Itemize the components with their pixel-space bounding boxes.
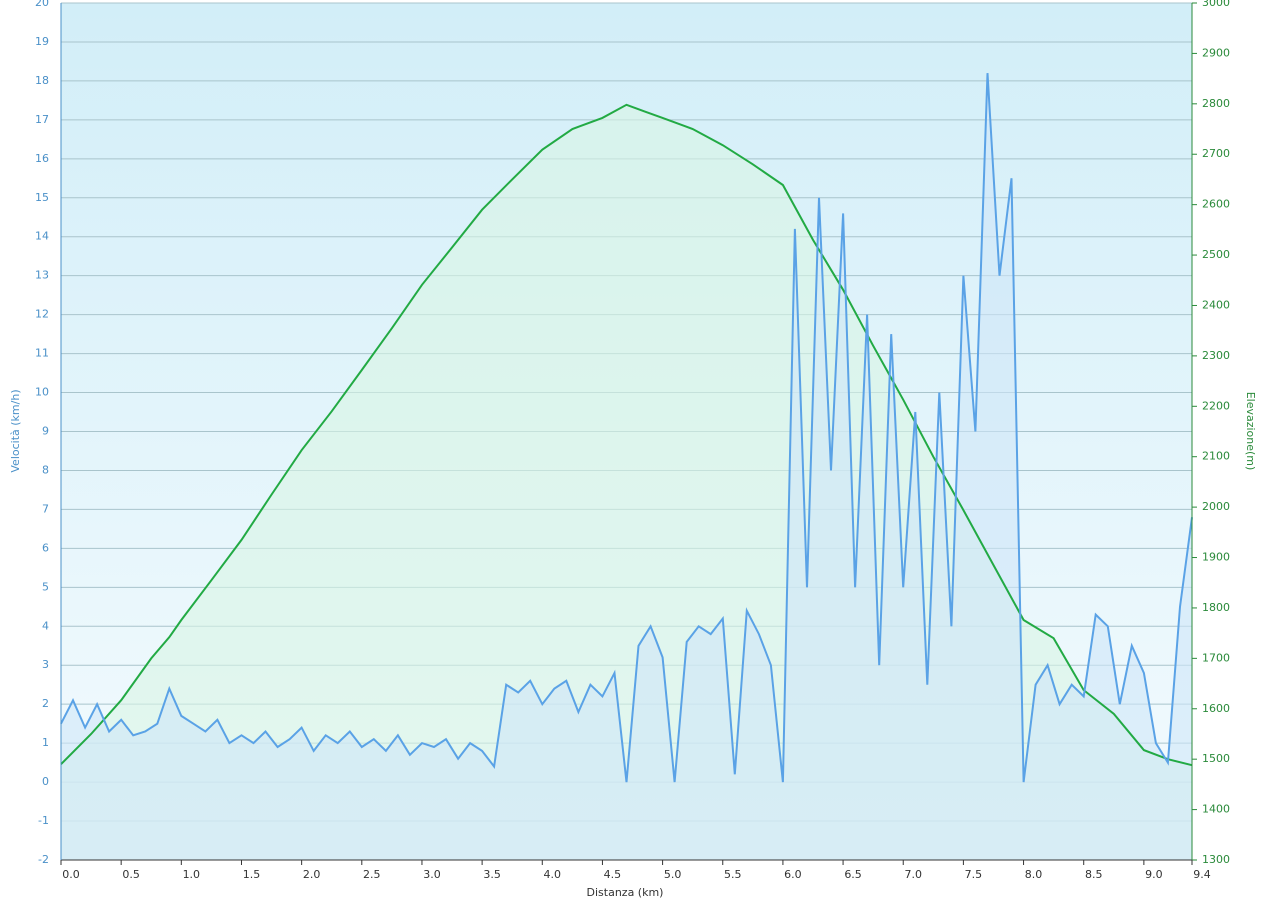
x-tick-label: 2.0 (303, 868, 321, 881)
y2-tick-label: 1400 (1202, 803, 1230, 816)
x-tick-label: 0.5 (122, 868, 140, 881)
y-tick-label: 4 (42, 619, 49, 632)
x-tick-label: 2.5 (363, 868, 381, 881)
y2-tick-label: 2300 (1202, 349, 1230, 362)
y-tick-label: -2 (38, 853, 49, 866)
x-tick-label: 4.5 (604, 868, 622, 881)
series-line (60, 103, 1193, 767)
x-tick-label: 7.5 (965, 868, 983, 881)
y-tick-label: 17 (35, 113, 49, 126)
y2-tick-label: 1500 (1202, 752, 1230, 765)
y2-tick-label: 1600 (1202, 702, 1230, 715)
y-tick-label: 14 (35, 230, 49, 243)
y-tick-label: 2 (42, 697, 49, 710)
y-tick-label: 15 (35, 191, 49, 204)
x-tick-label: 9.0 (1145, 868, 1163, 881)
y-tick-label: 3 (42, 658, 49, 671)
y2-tick-label: 1800 (1202, 601, 1230, 614)
y2-tick-label: 2100 (1202, 450, 1230, 463)
y-tick-label: 19 (35, 35, 49, 48)
y-tick-label: 0 (42, 775, 49, 788)
y2-tick-label: 2200 (1202, 399, 1230, 412)
y-tick-label: 9 (42, 425, 49, 438)
x-tick-label: 7.0 (904, 868, 922, 881)
y-tick-label: 7 (42, 502, 49, 515)
y-tick-label: -1 (38, 814, 49, 827)
y-tick-label: 20 (35, 0, 49, 9)
y-tick-label: 6 (42, 541, 49, 554)
x-tick-label: 5.0 (664, 868, 682, 881)
x-tick-label: 1.0 (183, 868, 201, 881)
y2-tick-label: 2000 (1202, 500, 1230, 513)
series-area (61, 73, 1192, 861)
series-line (60, 73, 1193, 783)
y2-tick-label: 1300 (1202, 853, 1230, 866)
y2-tick-label: 2700 (1202, 147, 1230, 160)
x-tick-label: 8.5 (1085, 868, 1103, 881)
x-tick-label: 9.4 (1193, 868, 1211, 881)
x-tick-label: 6.5 (844, 868, 862, 881)
y2-tick-label: 1700 (1202, 651, 1230, 664)
y-tick-label: 13 (35, 269, 49, 282)
x-axis-label: Distanza (km) (587, 886, 664, 899)
x-tick-label: 3.5 (483, 868, 501, 881)
y-tick-label: 5 (42, 580, 49, 593)
y2-tick-label: 2400 (1202, 298, 1230, 311)
y-tick-label: 10 (35, 386, 49, 399)
y2-tick-label: 1900 (1202, 551, 1230, 564)
y2-tick-label: 2800 (1202, 97, 1230, 110)
y2-tick-label: 2500 (1202, 248, 1230, 261)
y-axis-label: Velocità (km/h) (9, 389, 22, 472)
x-tick-label: 5.5 (724, 868, 742, 881)
y-tick-label: 11 (35, 347, 49, 360)
y2-tick-label: 3000 (1202, 0, 1230, 9)
y-tick-label: 18 (35, 74, 49, 87)
y-tick-label: 12 (35, 308, 49, 321)
y-tick-label: 1 (42, 736, 49, 749)
x-tick-label: 4.0 (544, 868, 562, 881)
x-tick-label: 8.0 (1025, 868, 1043, 881)
x-tick-label: 1.5 (243, 868, 261, 881)
y-tick-label: 8 (42, 463, 49, 476)
y-tick-label: 16 (35, 152, 49, 165)
x-tick-label: 3.0 (423, 868, 441, 881)
y2-tick-label: 2900 (1202, 46, 1230, 59)
x-tick-label: 6.0 (784, 868, 802, 881)
y2-tick-label: 2600 (1202, 198, 1230, 211)
y2-axis-label: Elevazione(m) (1244, 392, 1257, 471)
x-tick-label: 0.0 (62, 868, 80, 881)
